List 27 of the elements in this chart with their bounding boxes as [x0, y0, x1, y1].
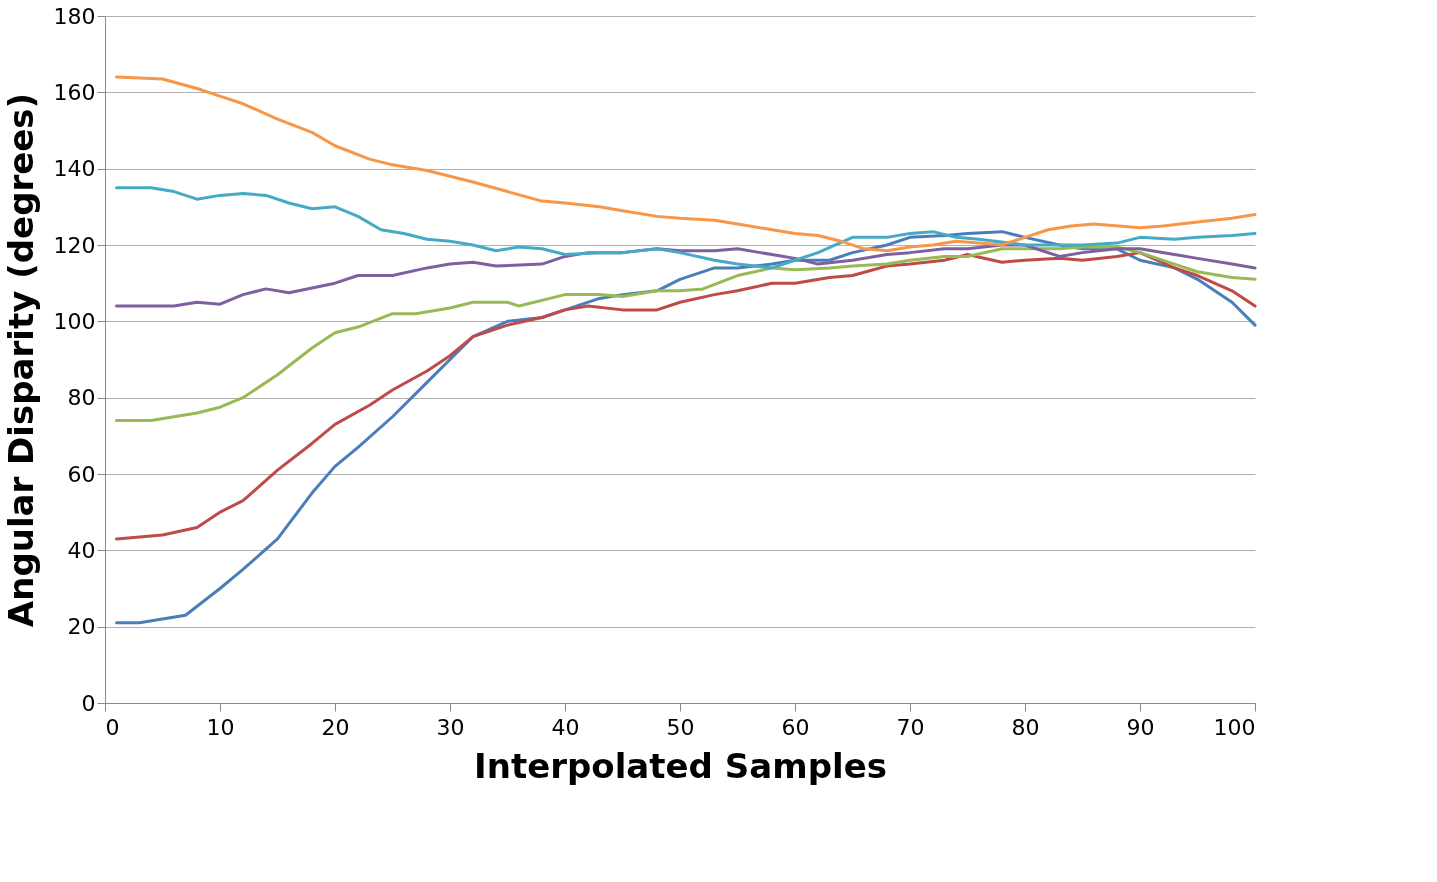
x-tick-label: 40: [551, 714, 580, 740]
line-series: [115, 75, 1257, 253]
x-tick-label: 0: [105, 714, 120, 740]
y-axis-title: Angular Disparity (degrees): [0, 92, 41, 628]
x-axis-title: Interpolated Samples: [474, 745, 887, 786]
x-tick-label: 70: [896, 714, 925, 740]
y-tick-label: 40: [67, 537, 96, 563]
x-tick-label: 10: [206, 714, 235, 740]
y-tick-label: 160: [53, 79, 96, 105]
y-tick-label: 120: [53, 232, 96, 258]
y-tick-label: 140: [53, 156, 96, 182]
x-tick-label: 90: [1126, 714, 1155, 740]
y-tick-label: 80: [67, 385, 96, 411]
x-tick-label: 20: [321, 714, 350, 740]
y-tick-label: 100: [53, 308, 96, 334]
line-series: [115, 245, 1257, 423]
y-tick-label: 0: [81, 690, 96, 716]
x-tick-label: 30: [436, 714, 465, 740]
x-tick-label: 50: [666, 714, 695, 740]
x-tick-label: 100: [1213, 714, 1256, 740]
x-tick-label: 80: [1011, 714, 1040, 740]
y-tick-label: 60: [67, 461, 96, 487]
x-tick-label: 60: [781, 714, 810, 740]
line-series: [115, 251, 1257, 541]
line-series: [115, 186, 1257, 270]
y-tick-label: 20: [67, 614, 96, 640]
y-tick-label: 180: [53, 3, 96, 29]
